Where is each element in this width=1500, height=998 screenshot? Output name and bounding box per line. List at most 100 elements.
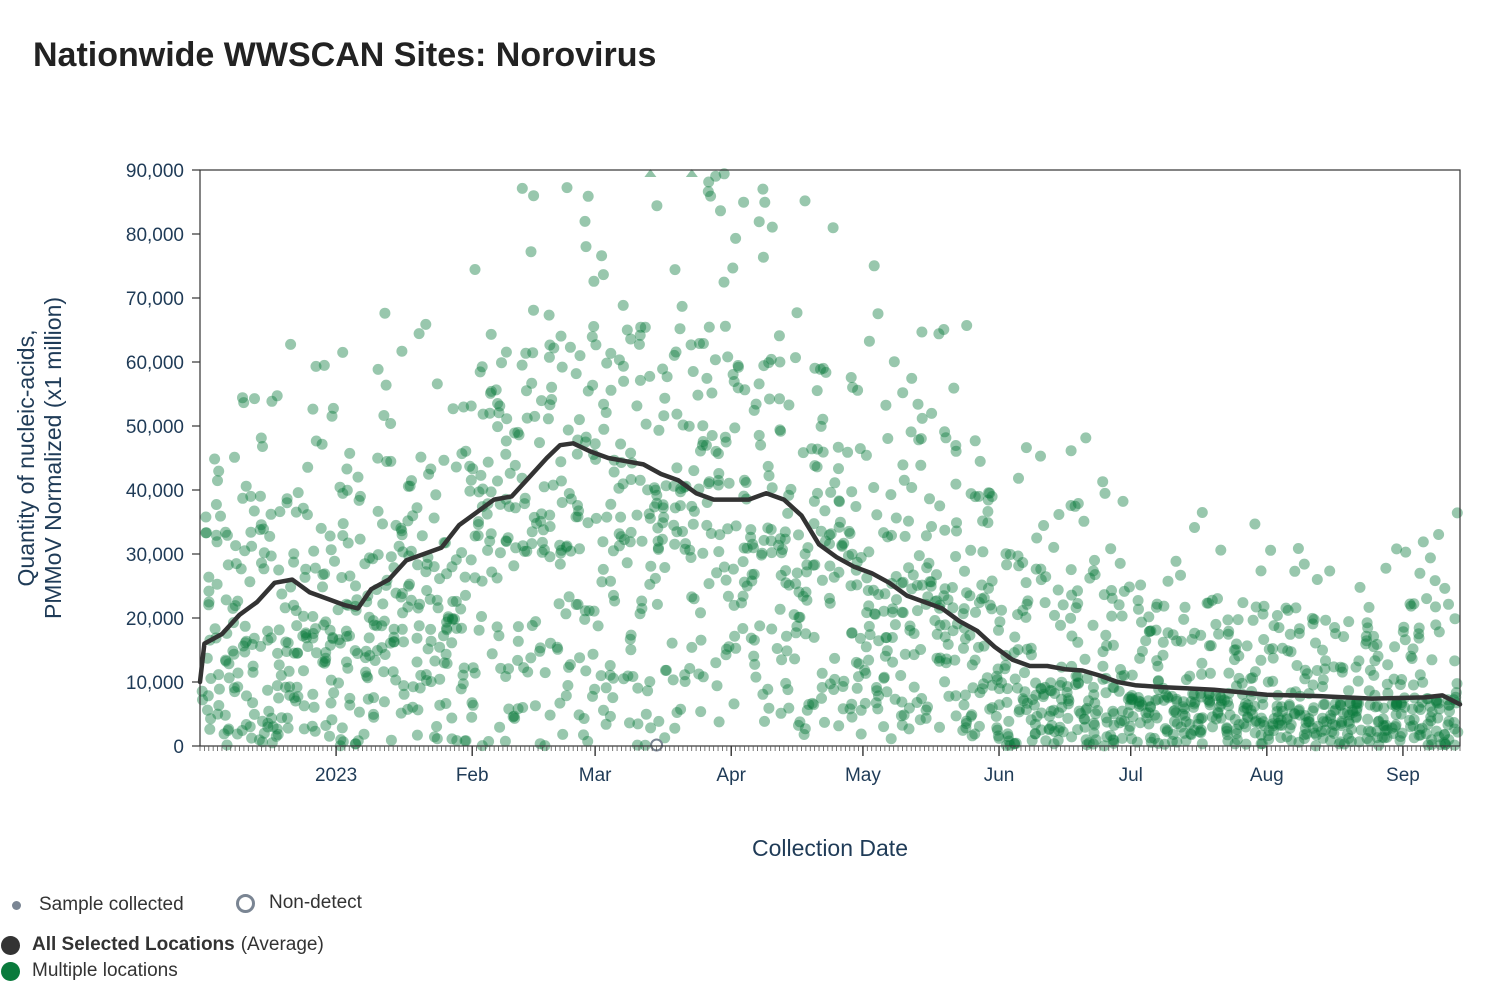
sample-point (950, 690, 962, 702)
sample-point (890, 512, 902, 524)
sample-point (1152, 693, 1164, 705)
sample-point (613, 540, 625, 552)
sample-point (829, 652, 841, 664)
sample-point (669, 264, 681, 276)
sample-point (837, 681, 849, 692)
sample-point (1363, 685, 1375, 697)
sample-point (228, 682, 240, 694)
sample-point (1081, 702, 1093, 714)
sample-point (712, 479, 724, 491)
sample-point (783, 702, 795, 714)
sample-point (1011, 682, 1023, 694)
sample-point (307, 632, 319, 644)
y-tick-label: 20,000 (126, 609, 184, 630)
sample-point (1303, 713, 1315, 724)
sample-point (1158, 600, 1170, 612)
sample-point (1245, 704, 1257, 716)
sample-point (871, 509, 883, 521)
sample-point (693, 668, 705, 680)
sample-point (272, 729, 284, 740)
sample-point (973, 720, 985, 732)
sample-point (706, 430, 718, 441)
sample-point (272, 647, 284, 659)
sample-point (1039, 597, 1051, 609)
sample-point (1101, 731, 1113, 743)
sample-point (1307, 722, 1319, 734)
sample-point (429, 731, 440, 743)
sample-point (627, 671, 639, 682)
sample-point (1160, 689, 1172, 701)
sample-point (720, 574, 732, 586)
sample-point (548, 342, 560, 354)
sample-point (695, 634, 707, 646)
sample-point (710, 170, 722, 182)
sample-point (494, 547, 506, 559)
sample-point (495, 662, 507, 674)
sample-point (740, 477, 752, 488)
sample-point (543, 309, 555, 321)
sample-point (644, 578, 656, 590)
sample-point (335, 734, 347, 746)
sample-point (686, 591, 698, 603)
sample-point (474, 366, 486, 378)
sample-point (1193, 712, 1205, 724)
sample-point (1142, 695, 1154, 707)
sample-point (595, 670, 607, 682)
sample-point (684, 663, 696, 674)
sample-point (934, 721, 945, 733)
sample-point (966, 730, 978, 742)
sample-point (589, 438, 601, 450)
sample-point (651, 598, 663, 610)
sample-point (212, 475, 223, 487)
sample-point (536, 395, 547, 407)
sample-point (881, 686, 893, 698)
sample-point (597, 536, 609, 548)
sample-point (695, 706, 707, 718)
sample-point (1021, 697, 1033, 709)
sample-point (833, 566, 845, 578)
sample-point (486, 648, 498, 660)
sample-point (711, 567, 723, 579)
sample-point (1056, 676, 1068, 688)
sample-point (517, 540, 529, 552)
sample-point (625, 474, 637, 485)
sample-point (697, 338, 709, 349)
sample-point (976, 683, 988, 695)
sample-point (1368, 669, 1380, 681)
sample-point (718, 276, 730, 288)
sample-point (508, 560, 520, 572)
sample-point (1000, 659, 1012, 671)
sample-point (388, 636, 400, 648)
sample-point (258, 727, 270, 739)
sample-point (1132, 692, 1144, 703)
sample-point (1196, 507, 1208, 518)
sample-point (873, 635, 885, 647)
sample-point (1020, 577, 1032, 589)
sample-point (582, 735, 594, 747)
sample-point (644, 370, 656, 382)
sample-point (428, 512, 440, 524)
sample-point (888, 356, 900, 368)
sample-point (825, 486, 837, 498)
sample-point (990, 710, 1002, 722)
sample-point (1352, 675, 1364, 687)
sample-point (1169, 715, 1180, 727)
sample-point (1365, 726, 1377, 738)
sample-point (850, 656, 862, 668)
sample-point (719, 431, 731, 443)
sample-point (851, 682, 863, 694)
sample-point (1161, 726, 1173, 738)
sample-point (247, 697, 259, 709)
sample-point (793, 586, 805, 598)
sample-point (1293, 627, 1305, 639)
sample-point (809, 460, 821, 472)
sample-point (1449, 723, 1461, 735)
sample-point (328, 687, 340, 699)
sample-point (659, 732, 671, 744)
sample-point (1258, 634, 1270, 645)
sample-point (1337, 662, 1349, 674)
sample-point (362, 693, 374, 705)
sample-point (903, 702, 915, 714)
sample-point (747, 542, 759, 554)
sample-point (829, 477, 841, 489)
